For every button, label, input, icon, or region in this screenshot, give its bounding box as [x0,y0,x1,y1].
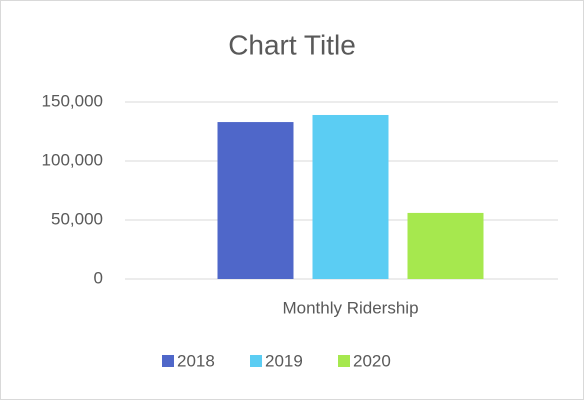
legend-label: 2019 [265,351,303,370]
legend-label: 2020 [353,351,391,370]
legend-swatch [162,355,174,367]
x-tick-label: Monthly Ridership [282,298,418,317]
legend-swatch [338,355,350,367]
y-tick-label: 0 [94,268,103,287]
y-tick-label: 150,000 [42,91,103,110]
legend-swatch [250,355,262,367]
bar [407,212,484,279]
y-tick-label: 50,000 [51,209,103,228]
y-tick-label: 100,000 [42,150,103,169]
legend-label: 2018 [177,351,215,370]
bar [312,114,389,279]
chart-title: Chart Title [228,29,356,60]
bar [217,122,294,279]
